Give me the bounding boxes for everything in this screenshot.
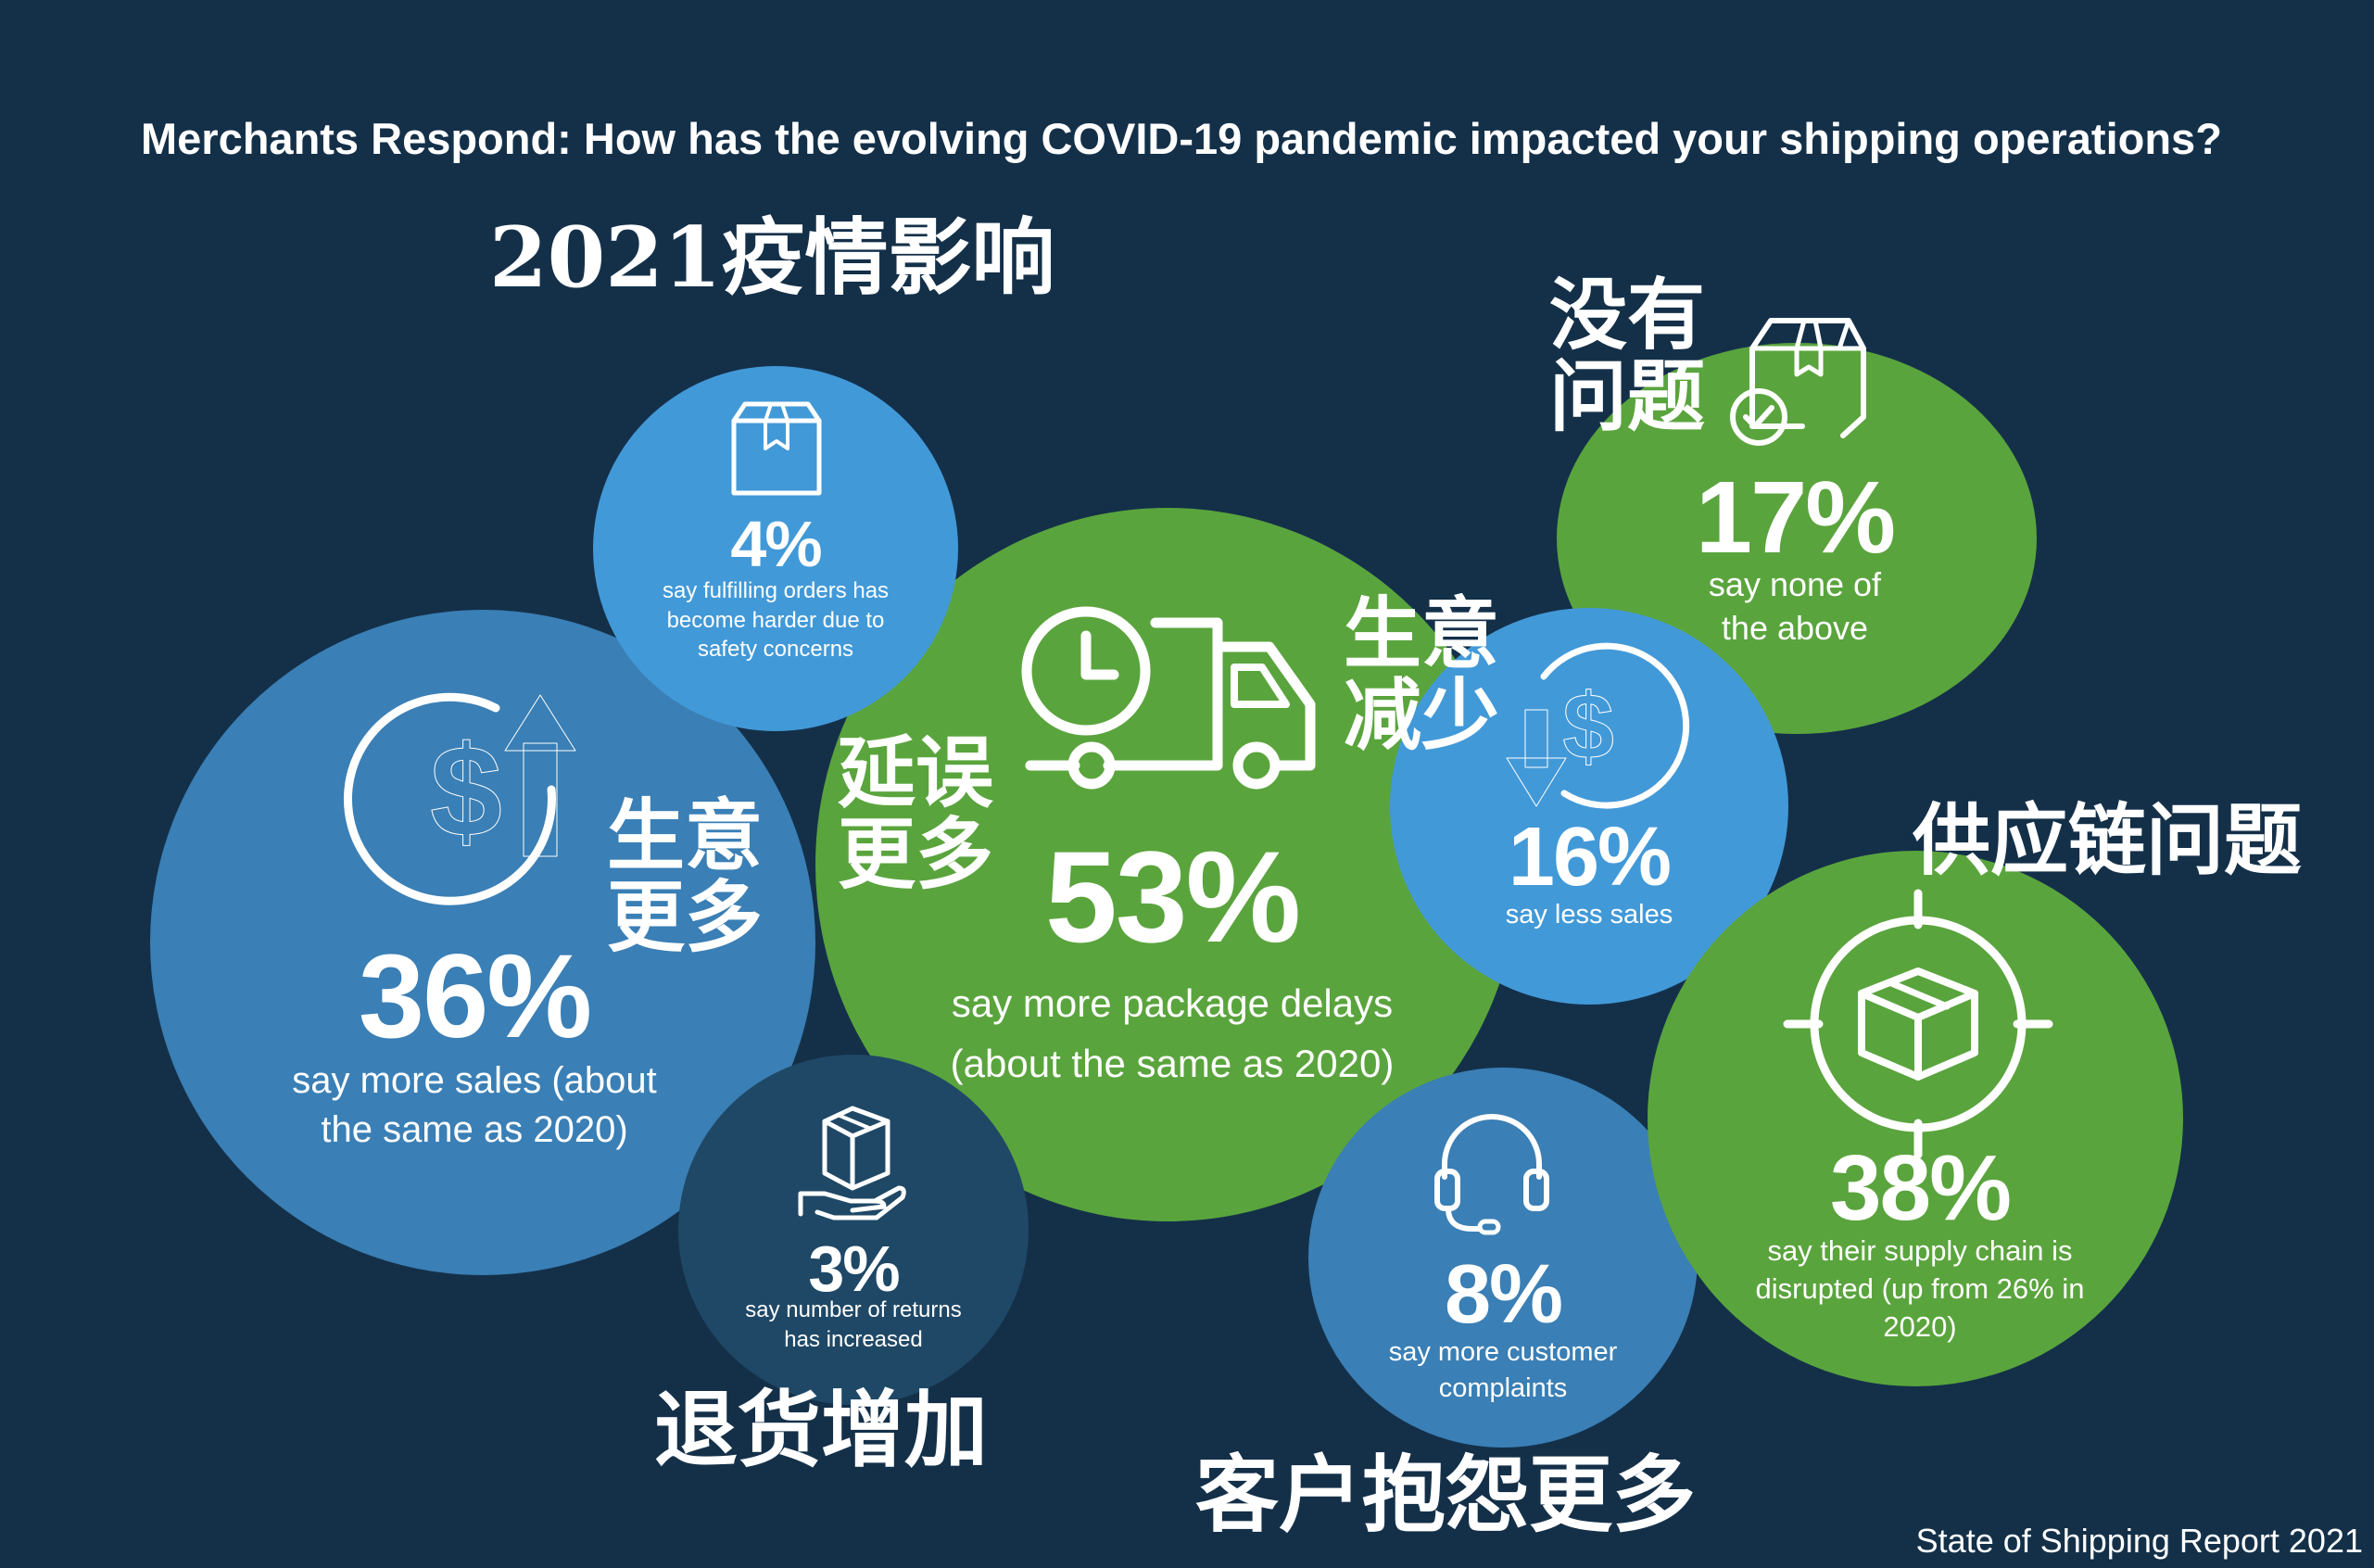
bubble-complaints [1308, 1068, 1698, 1448]
headset-icon [1434, 1114, 1549, 1235]
stat-fulfilling-value: 4% [730, 508, 822, 580]
stat-more-sales-value: 36% [358, 930, 592, 1063]
box-target-icon [1783, 889, 2053, 1159]
bubble-fulfilling-harder [593, 366, 958, 731]
box-icon [731, 401, 822, 496]
label-less-sales: 生意减少 [1344, 588, 1500, 762]
label-returns: 退货增加 [654, 1381, 988, 1479]
stat-complaints-text: say more customer complaints [1388, 1337, 1618, 1404]
stat-returns-text: say number of returns has increased [745, 1297, 962, 1352]
stat-none-text: say none of the above [1708, 565, 1882, 647]
stat-more-sales-text: say more sales (about the same as 2020) [292, 1060, 657, 1150]
footer-source: State of Shipping Report 2021 [1915, 1522, 2363, 1560]
label-none: 没有问题 [1549, 269, 1706, 443]
label-complaints: 客户抱怨更多 [1195, 1446, 1696, 1544]
delivery-truck-clock-icon [1021, 606, 1316, 790]
stat-delays-value: 53% [1044, 824, 1301, 969]
bubble-supply-chain [1648, 851, 2183, 1386]
label-supply-chain: 供应链问题 [1913, 794, 2303, 886]
bubble-returns [678, 1055, 1029, 1405]
stat-supply-text: say their supply chain is disrupted (up … [1755, 1234, 2085, 1343]
dollar-up-arrow-icon: $ [343, 692, 576, 905]
svg-text:$: $ [430, 718, 502, 864]
chinese-title: 2021疫情影响 [489, 209, 1055, 307]
stat-none-value: 17% [1695, 461, 1896, 575]
headline: Merchants Respond: How has the evolving … [141, 114, 2222, 163]
hand-box-icon [798, 1106, 906, 1220]
svg-text:$: $ [1562, 675, 1614, 778]
label-package-delays: 延误更多 [838, 727, 994, 901]
stat-supply-value: 38% [1829, 1136, 2012, 1240]
dollar-down-arrow-icon: $ [1506, 642, 1690, 809]
stat-fulfilling-text: say fulfilling orders has become harder … [662, 578, 890, 663]
check-circle-icon [1730, 388, 1787, 446]
stat-complaints-value: 8% [1444, 1248, 1563, 1341]
label-more-sales: 生意更多 [607, 790, 764, 964]
stat-less-sales-value: 16% [1508, 811, 1672, 904]
stat-less-sales-text: say less sales [1505, 900, 1673, 929]
stat-delays-text: say more package delays (about the same … [950, 981, 1395, 1086]
stat-returns-value: 3% [808, 1233, 900, 1305]
